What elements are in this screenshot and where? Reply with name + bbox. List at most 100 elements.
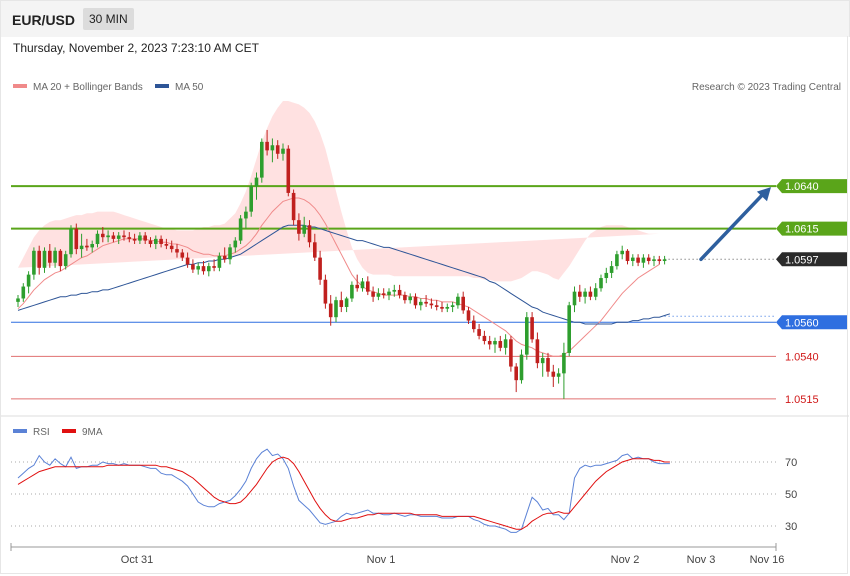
- legend-label-ma50: MA 50: [175, 82, 204, 93]
- candle: [154, 235, 158, 250]
- rsi-panel: RSI 9MA 70 50 30: [11, 427, 797, 533]
- candle-body: [646, 257, 651, 262]
- candle: [48, 243, 52, 268]
- candle: [85, 238, 89, 251]
- candle-body: [562, 352, 566, 374]
- candle-body: [366, 281, 370, 292]
- candle: [408, 293, 412, 304]
- candle-body: [244, 211, 248, 219]
- legend-swatch-ma50: [155, 84, 169, 88]
- candle-body: [53, 250, 57, 263]
- candle-body: [498, 341, 503, 348]
- candle: [472, 315, 476, 333]
- candle-body: [429, 303, 434, 306]
- candle: [434, 300, 439, 311]
- candle: [244, 206, 248, 229]
- candle: [477, 323, 481, 340]
- candle-body: [159, 238, 163, 244]
- price-panel: MA 20 + Bollinger Bands MA 50 Research © 2…: [1, 82, 849, 417]
- projection-arrow-line: [699, 190, 767, 262]
- candle-body: [154, 238, 158, 244]
- candle: [450, 301, 455, 313]
- candle-body: [567, 305, 571, 353]
- candle: [116, 232, 121, 244]
- candle-body: [313, 242, 317, 258]
- candle-body: [588, 291, 593, 297]
- candle-body: [16, 298, 20, 302]
- candle: [429, 298, 434, 309]
- candle-body: [90, 243, 94, 248]
- candle: [620, 245, 624, 260]
- candle-body: [95, 233, 100, 244]
- candle-body: [249, 186, 253, 212]
- candle-body: [609, 266, 614, 273]
- candle: [578, 284, 582, 302]
- candle-body: [652, 259, 656, 262]
- candle-body: [662, 259, 667, 262]
- candle-body: [297, 220, 301, 234]
- candle: [21, 283, 26, 302]
- candle-body: [281, 148, 285, 154]
- candle: [397, 284, 402, 299]
- candle-body: [58, 250, 63, 267]
- candle-body: [461, 296, 465, 311]
- candle: [631, 254, 635, 267]
- legend-swatch-rsi: [13, 429, 27, 433]
- candle: [79, 233, 84, 258]
- candle: [625, 249, 630, 265]
- legend-label-rsi: RSI: [33, 427, 50, 438]
- candle: [212, 259, 216, 272]
- candle: [132, 233, 137, 244]
- candle: [381, 288, 386, 299]
- candle: [535, 332, 540, 369]
- candle-body: [631, 257, 635, 262]
- candle-body: [466, 310, 471, 321]
- candle: [323, 274, 328, 309]
- candle: [222, 247, 227, 263]
- candle-body: [641, 257, 646, 263]
- level-label: 1.0597: [785, 254, 819, 266]
- legend-swatch-9ma: [62, 429, 76, 433]
- candle: [360, 278, 365, 292]
- legend-swatch-ma20: [13, 84, 27, 88]
- candle: [169, 240, 174, 253]
- candle-body: [37, 250, 41, 268]
- candle-body: [302, 225, 306, 234]
- candle: [185, 252, 190, 268]
- candle-body: [535, 339, 540, 364]
- candle-body: [260, 141, 264, 178]
- candle: [339, 291, 344, 313]
- candle-body: [212, 266, 216, 268]
- candle: [42, 247, 47, 273]
- candle: [503, 334, 508, 355]
- candle: [138, 232, 142, 244]
- candle-body: [593, 288, 598, 297]
- candle-body: [540, 358, 545, 364]
- candle: [498, 335, 503, 352]
- candle: [551, 364, 556, 387]
- candle: [111, 232, 116, 243]
- timeframe-button[interactable]: 30 MIN: [83, 8, 134, 30]
- candle-body: [32, 250, 36, 275]
- candle-body: [615, 254, 619, 267]
- candle-body: [344, 298, 349, 307]
- candle-body: [530, 317, 534, 340]
- candle: [106, 230, 110, 243]
- candle-body: [132, 238, 137, 241]
- candle-body: [334, 300, 338, 318]
- candle: [90, 240, 94, 253]
- candle: [180, 249, 185, 262]
- candle-body: [360, 281, 365, 289]
- ma20-line: [17, 197, 660, 357]
- candle: [636, 254, 640, 267]
- candle: [191, 259, 195, 273]
- candle-body: [143, 235, 147, 241]
- rsi-tick-label: 50: [785, 489, 797, 501]
- candle-body: [323, 279, 328, 304]
- candle-body: [270, 145, 275, 151]
- candle: [101, 226, 105, 243]
- candle: [196, 262, 200, 275]
- legend-label-ma20: MA 20 + Bollinger Bands: [33, 82, 143, 93]
- candle-body: [42, 250, 47, 268]
